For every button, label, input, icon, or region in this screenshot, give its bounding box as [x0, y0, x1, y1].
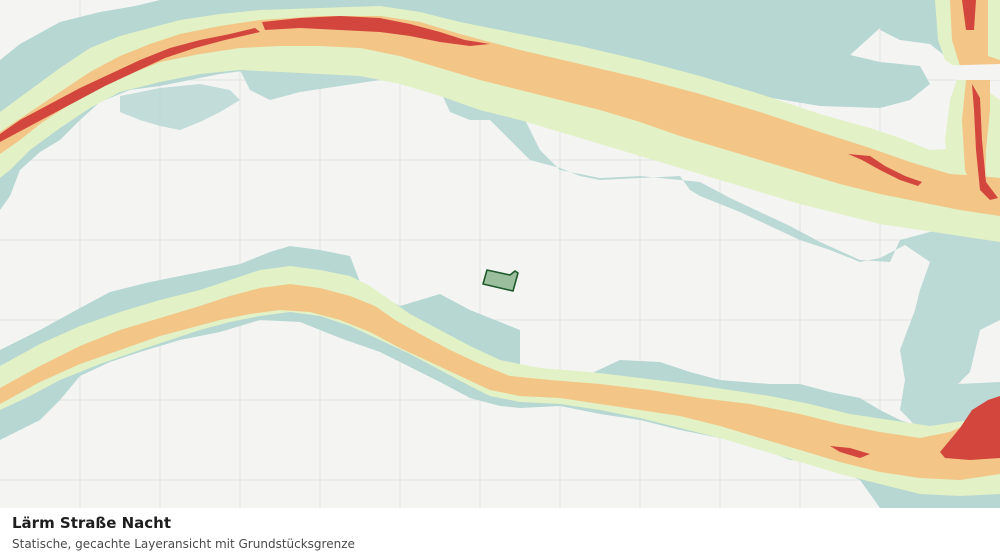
noise-zone-high — [0, 0, 1000, 460]
parcel-boundary[interactable] — [482, 269, 519, 292]
map-legend: Lärm Straße Nacht Statische, gecachte La… — [0, 508, 1000, 560]
layer-title: Lärm Straße Nacht — [12, 514, 172, 532]
noise-map[interactable] — [0, 0, 1000, 508]
layer-subtitle: Statische, gecachte Layeransicht mit Gru… — [12, 537, 355, 551]
road-gap — [930, 64, 1000, 80]
map-canvas — [0, 0, 1000, 508]
